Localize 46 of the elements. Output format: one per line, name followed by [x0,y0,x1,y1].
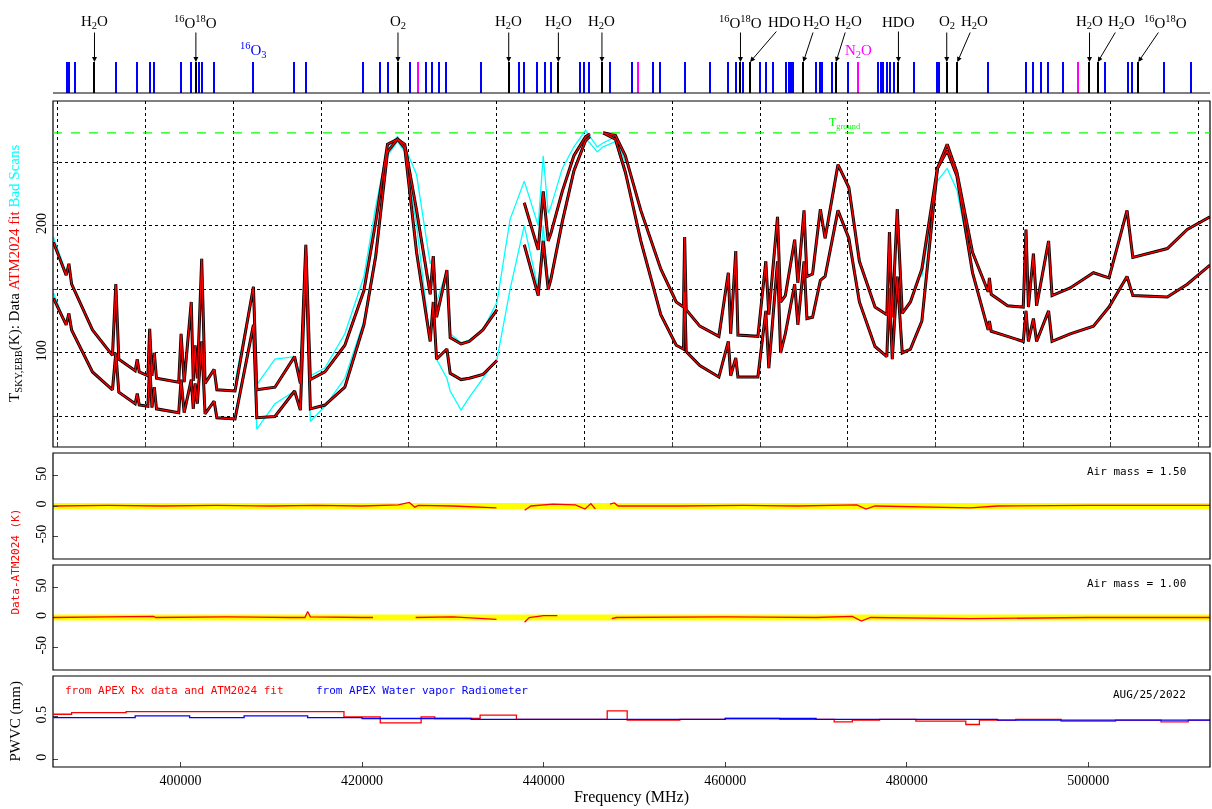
text: Bad Scans [6,144,22,208]
x-tick-label: 500000 [1067,772,1110,788]
text: Data [6,292,22,322]
y-tick-label: 0.5 [34,705,50,724]
annotation: H$_{2}$O [835,13,863,32]
annotation: O$_{2}$ [939,13,956,32]
ref-line-label: T$_{ground}$ [829,115,861,131]
annotation: HDO [768,14,801,30]
x-tick-label: 400000 [159,772,202,788]
x-tick-label: 420000 [341,772,384,788]
annotation: $^{16}$O$^{18}$O [1144,13,1187,32]
y-tick-label: 200 [34,213,50,235]
y-tick-label: 50 [34,466,50,481]
x-tick-label: 480000 [885,772,928,788]
annotation: HDO [882,14,915,30]
annotation: H$_{2}$O [545,13,573,32]
y-tick-label: -50 [34,524,50,544]
annotation: $^{16}$O$^{18}$O [174,13,217,32]
y-tick-label: 0 [34,500,50,508]
annotation: H$_{2}$O [588,13,616,32]
annotation: H$_{2}$O [81,13,109,32]
annotation: H$_{2}$O [1076,13,1104,32]
annotation: Air mass = 1.00 [1087,577,1187,590]
y-tick-label: 100 [34,340,50,362]
annotation: O$_{2}$ [390,13,407,32]
y-tick-label: -50 [34,635,50,655]
x-tick-label: 440000 [522,772,565,788]
y-tick-label: 0 [34,753,50,761]
x-axis-title: Frequency (MHz) [573,788,690,807]
annotation: Air mass = 1.50 [1087,465,1187,478]
y-tick-label: 50 [34,578,50,593]
annotation: $^{16}$O$^{18}$O [719,13,762,32]
text: ATM2024 fit [6,210,22,291]
x-tick-label: 460000 [704,772,747,788]
annotation: N$_{2}$O [845,42,873,61]
annotation: H$_{2}$O [961,13,989,32]
annotation: $^{16}$O$_{3}$ [240,40,267,61]
y-axis-title: Data-ATM2024 (K) [8,508,22,615]
annotation: H$_{2}$O [803,13,831,32]
annotation: H$_{2}$O [1108,13,1136,32]
annotation: H$_{2}$O [495,13,523,32]
series-label: from APEX Rx data and ATM2024 fit [65,684,284,697]
series-label: from APEX Water vapor Radiometer [316,684,529,697]
y-tick-label: 0 [34,611,50,619]
annotation: AUG/25/2022 [1113,688,1186,701]
y-axis-title: PWVC (mm) [6,681,24,762]
